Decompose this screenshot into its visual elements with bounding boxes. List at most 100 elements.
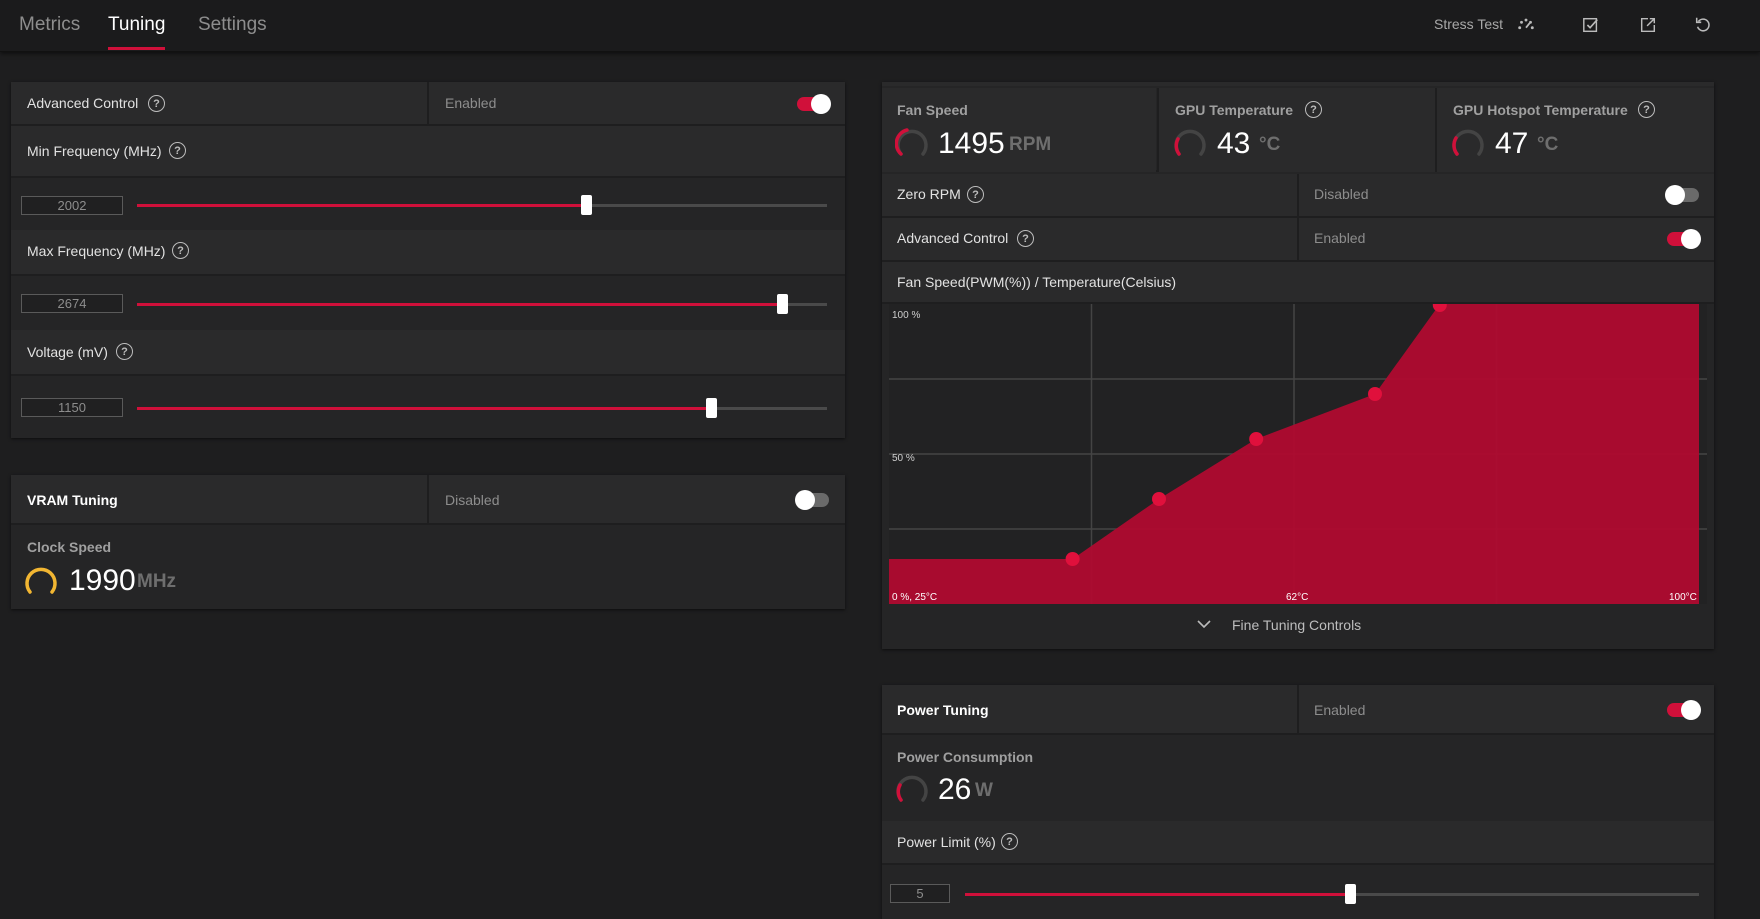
min-frequency-slider[interactable] bbox=[137, 195, 827, 215]
gauge-icon[interactable] bbox=[1516, 15, 1536, 35]
fan-curve-title-row: Fan Speed(PWM(%)) / Temperature(Celsius) bbox=[882, 262, 1714, 304]
fan-curve-chart[interactable]: 100 % 50 % 0 %, 25°C 62°C 100°C bbox=[889, 304, 1707, 604]
divider bbox=[1157, 88, 1159, 170]
toggle-knob bbox=[811, 94, 831, 114]
fan-speed-gauge-icon bbox=[895, 128, 928, 156]
toggle-knob bbox=[1681, 229, 1701, 249]
slider-thumb[interactable] bbox=[580, 195, 592, 215]
voltage-input[interactable]: 1150 bbox=[21, 398, 123, 417]
help-icon[interactable]: ? bbox=[148, 95, 165, 112]
slider-fill bbox=[137, 204, 586, 207]
min-frequency-input[interactable]: 2002 bbox=[21, 196, 123, 215]
slider-fill bbox=[965, 893, 1351, 896]
top-bar: Metrics Tuning Settings Stress Test bbox=[0, 0, 1760, 52]
reset-icon[interactable] bbox=[1693, 15, 1713, 35]
max-frequency-slider[interactable] bbox=[137, 294, 827, 314]
gpu-temperature-gauge-icon bbox=[1174, 129, 1206, 156]
slider-fill bbox=[137, 303, 783, 306]
fan-curve-points bbox=[1065, 304, 1447, 566]
gpu-temperature-value: 43 bbox=[1217, 127, 1251, 160]
help-icon[interactable]: ? bbox=[169, 142, 186, 159]
power-limit-slider[interactable] bbox=[965, 884, 1699, 904]
gpu-hotspot-temperature-label: GPU Hotspot Temperature bbox=[1453, 102, 1628, 118]
tab-settings[interactable]: Settings bbox=[198, 14, 267, 35]
power-consumption-label: Power Consumption bbox=[897, 749, 1034, 765]
power-limit-row: Power Limit (%) ? bbox=[882, 821, 1714, 865]
gpu-temperature-metric: GPU Temperature ? 43 °C bbox=[1159, 88, 1435, 172]
power-limit-slider-area: 5 bbox=[882, 865, 1714, 919]
x-tick-label-end: 100°C bbox=[1669, 592, 1697, 603]
clock-speed-unit: MHz bbox=[137, 571, 177, 592]
fine-tuning-controls-toggle[interactable]: Fine Tuning Controls bbox=[882, 604, 1714, 649]
divider bbox=[1297, 174, 1299, 216]
voltage-slider[interactable] bbox=[137, 398, 827, 418]
panel-top-strip bbox=[882, 82, 1714, 86]
fine-tuning-controls-label: Fine Tuning Controls bbox=[1232, 617, 1362, 633]
power-consumption-unit: W bbox=[975, 780, 993, 801]
tab-tuning[interactable]: Tuning bbox=[108, 14, 166, 50]
advanced-control-label: Advanced Control bbox=[27, 95, 139, 111]
help-icon[interactable]: ? bbox=[1305, 101, 1322, 118]
checklist-icon[interactable] bbox=[1581, 15, 1601, 35]
power-tuning-label: Power Tuning bbox=[897, 702, 989, 718]
fan-advanced-control-label: Advanced Control bbox=[897, 230, 1009, 246]
min-frequency-label: Min Frequency (MHz) bbox=[27, 143, 162, 159]
power-tuning-status: Enabled bbox=[1314, 702, 1366, 718]
fan-metrics-row: Fan Speed 1495 RPM GPU Temperature ? 43 … bbox=[882, 88, 1714, 172]
clock-speed-value: 1990 bbox=[69, 564, 136, 597]
help-icon[interactable]: ? bbox=[967, 186, 984, 203]
fan-curve-point[interactable] bbox=[1065, 552, 1080, 566]
x-tick-label-mid: 62°C bbox=[1286, 592, 1308, 603]
gpu-temperature-label: GPU Temperature bbox=[1175, 102, 1293, 118]
divider bbox=[1297, 218, 1299, 260]
zero-rpm-toggle[interactable] bbox=[1665, 185, 1699, 205]
power-consumption-gauge-icon bbox=[896, 775, 928, 802]
vram-tuning-row: VRAM Tuning Disabled bbox=[11, 475, 845, 525]
help-icon[interactable]: ? bbox=[116, 343, 133, 360]
fan-curve-point[interactable] bbox=[1249, 432, 1264, 446]
fan-tuning-panel: Fan Speed 1495 RPM GPU Temperature ? 43 … bbox=[882, 82, 1714, 649]
y-tick-label-100: 100 % bbox=[892, 310, 920, 321]
help-icon[interactable]: ? bbox=[1001, 833, 1018, 850]
min-frequency-slider-area: 2002 bbox=[11, 178, 845, 230]
power-consumption-value: 26 bbox=[938, 773, 972, 806]
fan-advanced-control-toggle[interactable] bbox=[1667, 229, 1701, 249]
fan-curve-point[interactable] bbox=[1152, 492, 1166, 506]
max-frequency-row: Max Frequency (MHz) ? bbox=[11, 230, 845, 276]
divider bbox=[1435, 88, 1437, 170]
gpu-tuning-panel: Advanced Control ? Enabled Min Frequency… bbox=[11, 82, 845, 438]
stress-test-label[interactable]: Stress Test bbox=[1434, 16, 1503, 32]
power-limit-input[interactable]: 5 bbox=[890, 884, 950, 903]
help-icon[interactable]: ? bbox=[1638, 101, 1655, 118]
divider bbox=[1297, 685, 1299, 733]
max-frequency-slider-area: 2674 bbox=[11, 276, 845, 330]
fan-curve-point[interactable] bbox=[1432, 304, 1447, 312]
help-icon[interactable]: ? bbox=[1017, 230, 1034, 247]
slider-thumb[interactable] bbox=[706, 398, 718, 418]
power-tuning-toggle[interactable] bbox=[1667, 700, 1701, 720]
zero-rpm-label: Zero RPM bbox=[897, 186, 961, 202]
gpu-hotspot-temperature-unit: °C bbox=[1537, 134, 1559, 155]
clock-speed-gauge-icon bbox=[25, 567, 57, 594]
toggle-knob bbox=[1681, 700, 1701, 720]
help-icon[interactable]: ? bbox=[172, 242, 189, 259]
gpu-hotspot-temperature-gauge-icon bbox=[1452, 129, 1484, 156]
advanced-control-status: Enabled bbox=[445, 95, 497, 111]
fan-speed-metric: Fan Speed 1495 RPM bbox=[882, 88, 1156, 172]
fan-curve-title: Fan Speed(PWM(%)) / Temperature(Celsius) bbox=[897, 274, 1177, 290]
min-frequency-row: Min Frequency (MHz) ? bbox=[11, 126, 845, 178]
advanced-control-toggle[interactable] bbox=[797, 94, 831, 114]
gpu-temperature-unit: °C bbox=[1259, 134, 1281, 155]
fan-advanced-control-status: Enabled bbox=[1314, 230, 1366, 246]
vram-tuning-toggle[interactable] bbox=[795, 490, 829, 510]
power-tuning-panel: Power Tuning Enabled Power Consumption 2… bbox=[882, 685, 1714, 919]
fan-curve-point[interactable] bbox=[1368, 387, 1382, 401]
voltage-slider-area: 1150 bbox=[11, 376, 845, 438]
slider-thumb[interactable] bbox=[1345, 884, 1357, 904]
export-icon[interactable] bbox=[1638, 15, 1658, 35]
tab-metrics[interactable]: Metrics bbox=[19, 14, 81, 35]
fan-advanced-control-row: Advanced Control ? Enabled bbox=[882, 218, 1714, 262]
fan-speed-unit: RPM bbox=[1009, 134, 1052, 155]
max-frequency-input[interactable]: 2674 bbox=[21, 294, 123, 313]
slider-thumb[interactable] bbox=[777, 294, 789, 314]
